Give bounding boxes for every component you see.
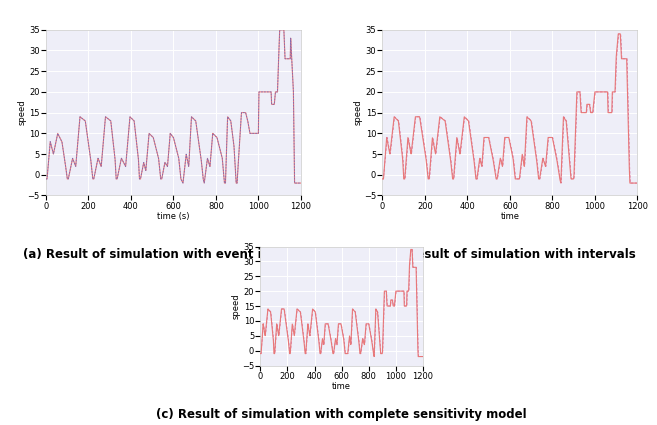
Y-axis label: speed: speed: [17, 100, 26, 125]
Y-axis label: speed: speed: [231, 293, 240, 319]
Y-axis label: speed: speed: [353, 100, 363, 125]
Title: (a) Result of simulation with event indicators: (a) Result of simulation with event indi…: [23, 249, 324, 261]
X-axis label: time (s): time (s): [157, 212, 190, 221]
X-axis label: time: time: [501, 212, 519, 221]
Title: (b) Result of simulation with intervals: (b) Result of simulation with intervals: [384, 249, 636, 261]
Title: (c) Result of simulation with complete sensitivity model: (c) Result of simulation with complete s…: [156, 408, 527, 421]
X-axis label: time: time: [332, 382, 351, 391]
